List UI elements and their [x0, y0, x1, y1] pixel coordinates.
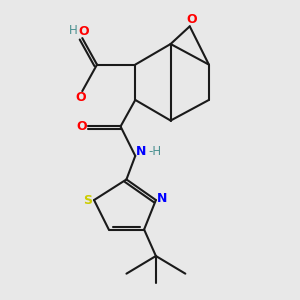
Text: O: O	[78, 25, 89, 38]
Text: O: O	[76, 91, 86, 104]
Text: O: O	[76, 120, 87, 133]
Text: -H: -H	[149, 145, 162, 158]
Text: O: O	[186, 14, 196, 26]
Text: N: N	[135, 145, 146, 158]
Text: S: S	[83, 194, 92, 207]
Text: H: H	[69, 24, 78, 37]
Text: N: N	[157, 192, 168, 205]
